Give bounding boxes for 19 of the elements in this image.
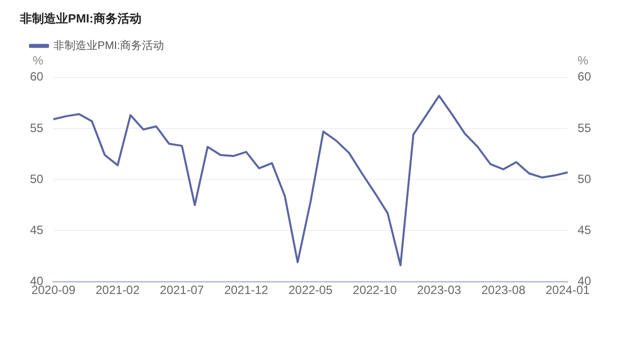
y-tick-label: 45 (30, 222, 44, 237)
y-axis-title: % (32, 54, 44, 68)
x-tick-label: 2022-05 (288, 283, 333, 298)
x-tick-label: 2021-12 (224, 283, 269, 298)
y-tick-label: 55 (30, 120, 44, 135)
x-tick-label: 2021-02 (96, 283, 140, 298)
x-tick-label: 2023-03 (417, 283, 462, 298)
legend-label: 非制造业PMI:商务活动 (54, 38, 164, 52)
y2-tick-label: 45 (578, 222, 592, 237)
y2-tick-label: 55 (578, 120, 592, 135)
y2-tick-label: 50 (578, 172, 592, 186)
x-tick-label: 2023-08 (481, 283, 526, 298)
chart-title: 非制造业PMI:商务活动 (19, 12, 142, 26)
x-tick-label: 2022-10 (352, 283, 398, 298)
y-tick-label: 50 (30, 172, 44, 186)
y2-axis-title: % (578, 54, 589, 68)
y2-tick-label: 60 (578, 70, 592, 84)
y-tick-label: 60 (30, 70, 44, 84)
x-tick-label: 2021-07 (160, 283, 204, 298)
